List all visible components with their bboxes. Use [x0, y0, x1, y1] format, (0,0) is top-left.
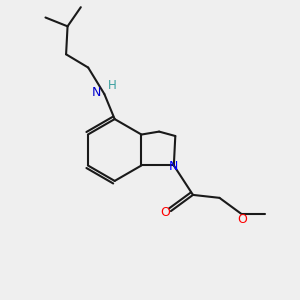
Text: N: N: [169, 160, 178, 172]
Text: H: H: [108, 79, 117, 92]
Text: O: O: [237, 213, 247, 226]
Text: N: N: [92, 86, 101, 99]
Text: O: O: [160, 206, 170, 219]
